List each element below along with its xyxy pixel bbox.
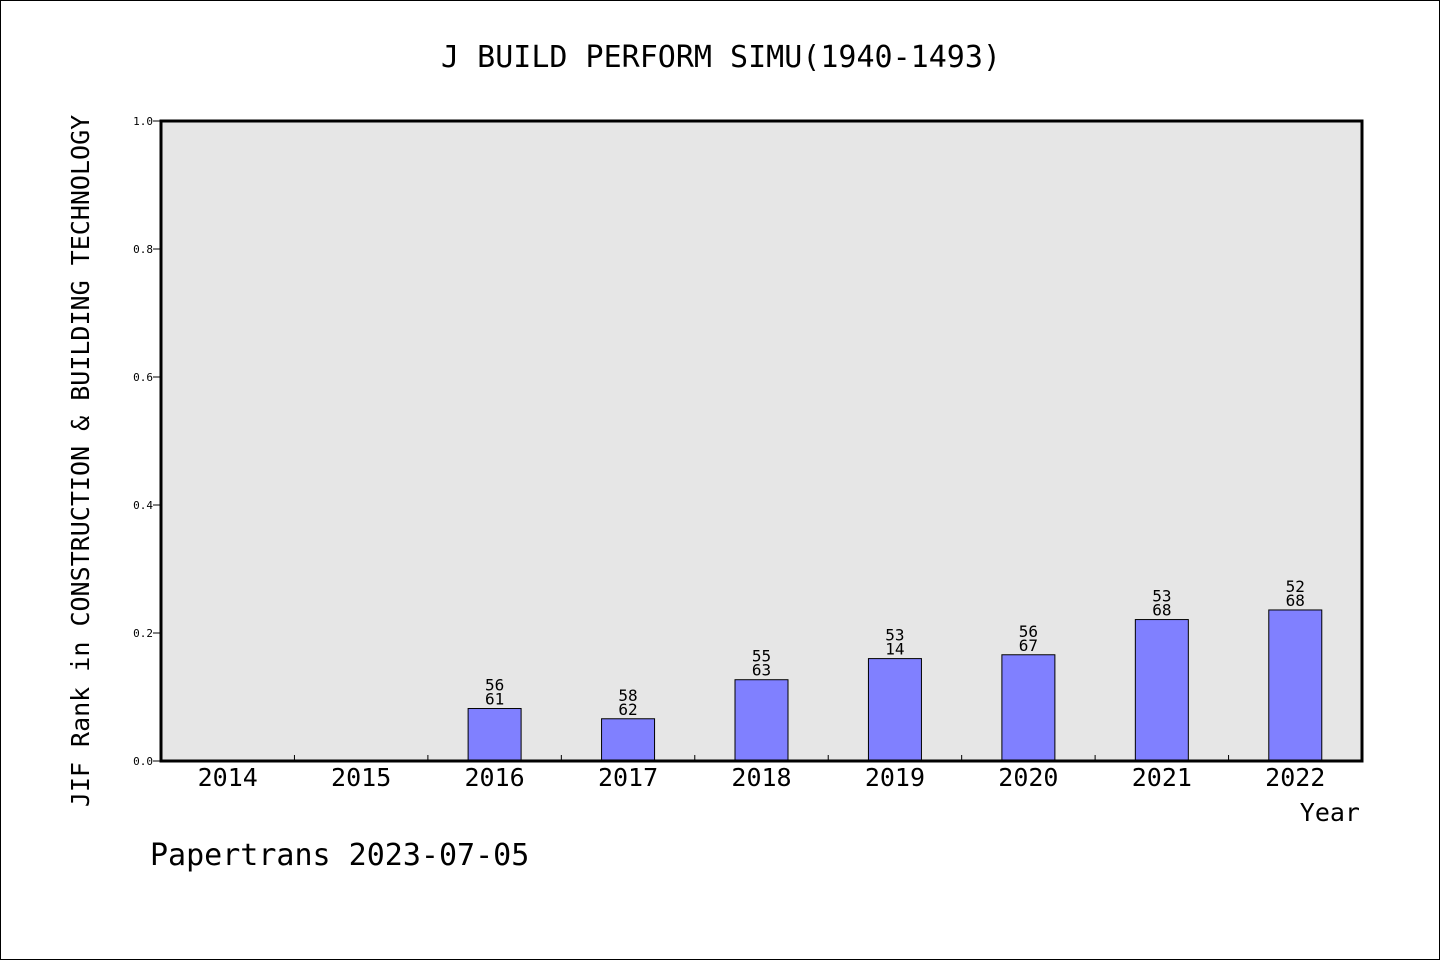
x-tick-label: 2015 (331, 763, 391, 792)
x-tick-label: 2014 (198, 763, 258, 792)
y-tick-label: 0.8 (133, 243, 153, 256)
x-axis-label: Year (1300, 798, 1360, 827)
bars-group (467, 609, 1323, 762)
data-label-bottom: 14 (885, 640, 904, 659)
x-tick-label: 2016 (465, 763, 525, 792)
bar-2016 (467, 708, 522, 762)
y-ticks-group: 0.0 0.2 0.4 0.6 0.8 1.0 (133, 115, 161, 768)
chart-title: J BUILD PERFORM SIMU(1940-1493) (441, 40, 1001, 75)
data-label-top: 52 (1286, 577, 1305, 596)
plot-border (159, 119, 1364, 763)
data-label-top: 55 (752, 647, 771, 666)
footer-text: Papertrans 2023-07-05 (150, 838, 529, 873)
x-tick-label: 2021 (1132, 763, 1192, 792)
data-label-bottom: 68 (1286, 591, 1305, 610)
data-label-bottom: 62 (618, 700, 637, 719)
bar-2018 (734, 679, 789, 762)
y-tick-label: 1.0 (133, 115, 153, 128)
data-label-bottom: 63 (752, 661, 771, 680)
y-tick-label: 0.4 (133, 499, 153, 512)
data-label-bottom: 68 (1152, 601, 1171, 620)
y-tick-label: 0.2 (133, 627, 153, 640)
y-tick-label: 0.6 (133, 371, 153, 384)
bar-2021 (1134, 619, 1189, 762)
data-label-bottom: 67 (1019, 636, 1038, 655)
x-tick-label: 2019 (865, 763, 925, 792)
x-tick-label: 2018 (731, 763, 791, 792)
data-label-top: 58 (618, 686, 637, 705)
data-label-top: 53 (885, 626, 904, 645)
x-tick-label: 2020 (998, 763, 1058, 792)
bar-2017 (601, 718, 656, 762)
x-ticks-group: 2014 2015 2016 2017 2018 2019 2020 2021 2022 (198, 755, 1325, 792)
bar-2022 (1268, 609, 1323, 762)
data-label-bottom: 61 (485, 690, 504, 709)
y-tick-label: 0.0 (133, 755, 153, 768)
data-label-top: 56 (1019, 622, 1038, 641)
y-axis-label: JIF Rank in CONSTRUCTION & BUILDING TECH… (66, 115, 95, 807)
data-label-top: 53 (1152, 587, 1171, 606)
bar-2020 (1001, 654, 1056, 762)
x-tick-label: 2017 (598, 763, 658, 792)
x-tick-label: 2022 (1265, 763, 1325, 792)
data-label-top: 56 (485, 676, 504, 695)
bar-2019 (867, 658, 922, 762)
